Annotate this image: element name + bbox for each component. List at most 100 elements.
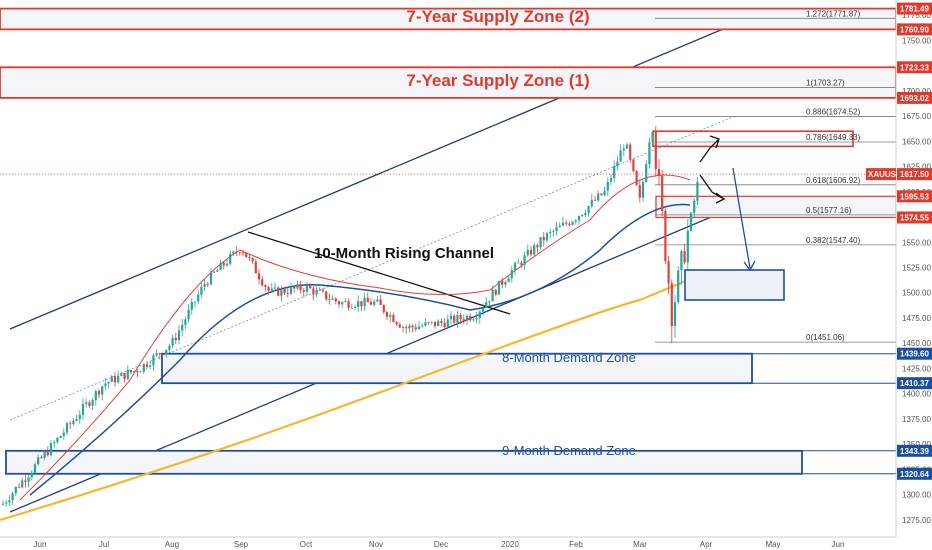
candle-down xyxy=(241,252,245,254)
candle-up xyxy=(65,423,69,433)
ma-mid-line xyxy=(29,203,691,496)
candle-up xyxy=(641,181,645,198)
candle-down xyxy=(238,252,241,254)
candle-down xyxy=(347,301,350,308)
candle-up xyxy=(126,370,129,380)
candle-up xyxy=(539,237,542,248)
candle-down xyxy=(632,159,635,172)
candle-up xyxy=(603,190,606,196)
price-tag-label: 1343.39 xyxy=(900,447,929,456)
fib-label: 0.382(1547.40) xyxy=(806,236,861,245)
candle-down xyxy=(385,312,389,317)
candle-up xyxy=(517,262,520,264)
candle-up xyxy=(609,178,613,182)
candle-up xyxy=(581,214,584,217)
candle-up xyxy=(533,245,536,255)
x-tick-label: Apr xyxy=(700,540,713,549)
price-tag xyxy=(897,2,932,15)
candle-up xyxy=(555,227,558,232)
candle-down xyxy=(277,287,280,296)
candle-up xyxy=(408,325,411,329)
price-tag-label: 1320.64 xyxy=(900,470,929,479)
candle-up xyxy=(357,301,360,307)
candle-up xyxy=(504,281,507,285)
fib-label: 0(1451.06) xyxy=(806,333,845,342)
candle-down xyxy=(360,301,363,307)
candle-up xyxy=(417,326,421,330)
y-tick-label: 1750.00 xyxy=(902,36,931,45)
price-tag xyxy=(897,168,932,181)
candle-down xyxy=(286,292,289,294)
candle-down xyxy=(337,301,341,305)
candle-down xyxy=(462,319,465,321)
candle-up xyxy=(14,486,17,494)
price-tag-label: 1693.02 xyxy=(900,94,929,103)
x-tick-label: Jul xyxy=(99,540,109,549)
candle-up xyxy=(552,231,555,232)
candle-up xyxy=(331,298,334,300)
candle-down xyxy=(443,322,446,328)
down-arrow-small-head xyxy=(715,192,726,204)
candle-up xyxy=(181,324,184,331)
candle-down xyxy=(257,273,261,280)
candle-up xyxy=(81,403,85,415)
candle-down xyxy=(312,288,315,295)
down-arrow-small xyxy=(699,174,723,199)
candle-down xyxy=(46,451,49,456)
y-tick-label: 1775.00 xyxy=(902,11,931,20)
candle-up xyxy=(619,150,622,162)
candle-up xyxy=(587,205,590,213)
candle-up xyxy=(651,131,654,143)
candle-down xyxy=(174,337,177,341)
candle-up xyxy=(677,270,680,303)
candle-up xyxy=(606,181,609,191)
candle-up xyxy=(94,390,97,401)
candle-up xyxy=(526,249,529,256)
candle-up xyxy=(673,302,677,327)
candle-up xyxy=(104,383,107,387)
candle-up xyxy=(341,302,344,305)
candle-down xyxy=(309,285,312,289)
candle-up xyxy=(117,375,120,383)
candle-up xyxy=(353,306,357,308)
candle-down xyxy=(369,302,373,305)
candle-up xyxy=(376,299,379,302)
price-tags: 1781.49 1760.90 1723.33 1693.02 XAUUSD1617.5… xyxy=(866,2,932,480)
candle-up xyxy=(165,349,168,355)
candle-up xyxy=(491,289,494,302)
candle-up xyxy=(481,307,485,312)
candle-down xyxy=(206,283,209,285)
candle-down xyxy=(251,258,254,262)
candle-up xyxy=(625,144,629,149)
candle-down xyxy=(328,299,331,301)
candle-down xyxy=(565,222,568,224)
candles xyxy=(1,126,699,507)
y-tick-label: 1300.00 xyxy=(902,491,931,500)
candle-up xyxy=(693,200,696,213)
y-tick-label: 1425.00 xyxy=(902,364,931,373)
price-tag xyxy=(897,444,932,457)
labels: 7-Year Supply Zone (2) 7-Year Supply Zon… xyxy=(314,7,636,458)
candle-down xyxy=(299,284,302,291)
candle-up xyxy=(197,294,200,302)
candle-down xyxy=(667,261,670,284)
x-tick-label: 2020 xyxy=(501,540,519,549)
candle-up xyxy=(574,220,577,222)
candle-down xyxy=(213,271,216,273)
x-tick-label: Sep xyxy=(234,540,249,549)
candle-down xyxy=(433,321,437,327)
candle-up xyxy=(305,285,309,292)
price-tag-label: 1723.33 xyxy=(900,63,929,72)
candle-up xyxy=(193,301,197,303)
x-tick-label: Dec xyxy=(434,540,448,549)
candle-up xyxy=(689,212,693,231)
candle-up xyxy=(401,327,405,328)
candle-down xyxy=(635,171,638,186)
price-tag-label: 1439.60 xyxy=(900,350,929,359)
candle-down xyxy=(24,480,27,482)
price-tag-label: 1595.53 xyxy=(900,192,929,201)
candle-down xyxy=(158,353,161,355)
candle-down xyxy=(440,321,443,323)
y-tick-label: 1450.00 xyxy=(902,339,931,348)
candle-down xyxy=(453,315,456,323)
